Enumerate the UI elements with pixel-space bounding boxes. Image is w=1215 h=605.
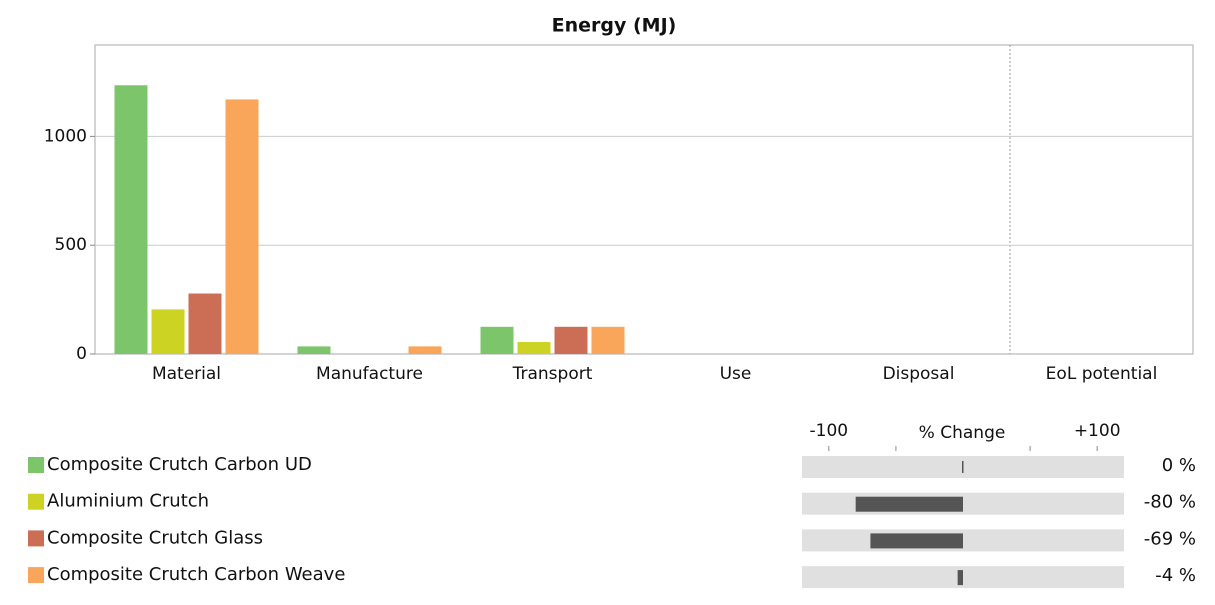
y-tick-label: 500 xyxy=(55,235,87,255)
change-value-label: -4 % xyxy=(1155,565,1196,586)
x-tick-label: Disposal xyxy=(883,364,955,384)
bar xyxy=(480,326,514,354)
bar xyxy=(151,309,185,354)
x-tick-label: Use xyxy=(720,364,752,384)
legend-label: Aluminium Crutch xyxy=(47,491,209,512)
legend-label: Composite Crutch Glass xyxy=(47,527,263,548)
change-value-label: -80 % xyxy=(1144,492,1196,513)
change-tick-label: -100 xyxy=(810,421,849,441)
legend-label: Composite Crutch Carbon Weave xyxy=(47,564,345,585)
change-value-label: 0 % xyxy=(1162,455,1196,476)
change-title: % Change xyxy=(919,423,1006,443)
legend-swatch xyxy=(28,567,44,584)
y-tick-label: 1000 xyxy=(44,126,87,146)
change-tick-label: +100 xyxy=(1074,421,1121,441)
x-tick-label: Manufacture xyxy=(316,364,423,384)
change-bar xyxy=(870,533,963,549)
bar xyxy=(591,326,625,354)
bar xyxy=(297,346,331,354)
bar xyxy=(114,85,148,354)
legend-swatch xyxy=(28,457,44,473)
x-tick-label: Transport xyxy=(512,364,593,384)
legend-label: Composite Crutch Carbon UD xyxy=(47,454,312,475)
bar xyxy=(408,346,442,354)
legend-swatch xyxy=(28,530,44,547)
bar xyxy=(188,293,222,354)
bar xyxy=(554,326,588,354)
x-tick-label: EoL potential xyxy=(1046,364,1158,384)
change-bar xyxy=(962,461,964,473)
legend-swatch xyxy=(28,493,44,510)
change-bar xyxy=(855,496,963,512)
change-bar xyxy=(957,570,963,586)
x-tick-label: Material xyxy=(152,364,221,384)
change-value-label: -69 % xyxy=(1144,528,1196,549)
plot-frame xyxy=(94,44,1194,355)
y-tick-label: 0 xyxy=(76,344,87,364)
bar xyxy=(517,342,551,354)
chart-title: Energy (MJ) xyxy=(552,15,677,37)
bar xyxy=(225,99,259,355)
